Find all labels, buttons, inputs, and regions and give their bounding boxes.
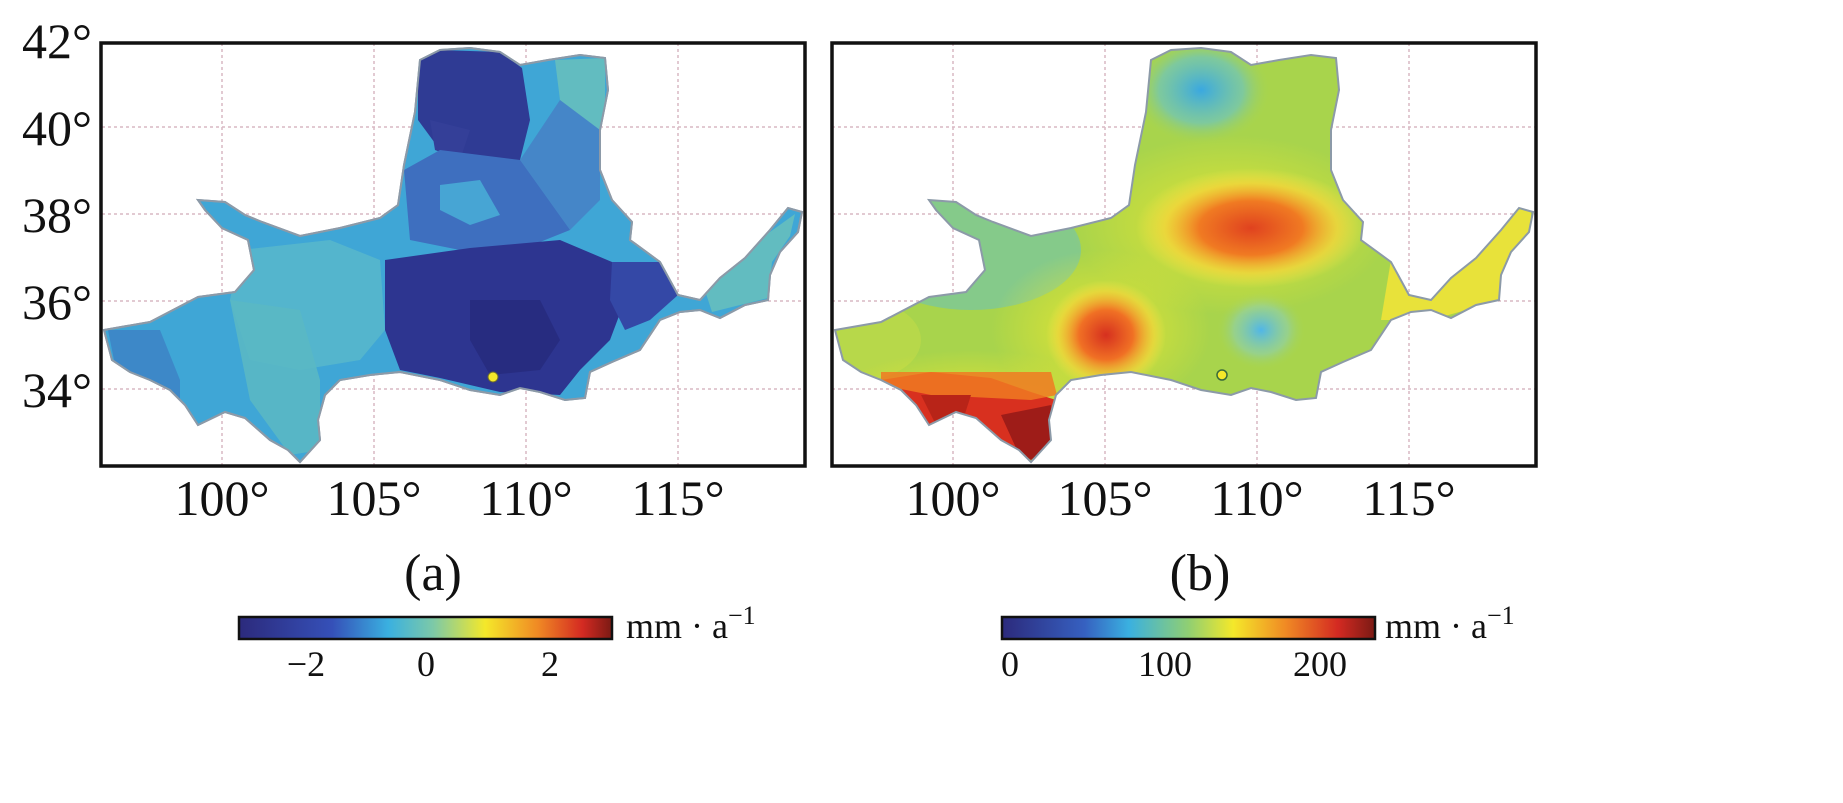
x-tick-105-b: 105° [1058,470,1153,526]
x-axis-labels-a: 100° 105° 110° 115° [175,470,725,526]
y-tick-40: 40° [22,100,92,156]
x-tick-115-a: 115° [631,470,724,526]
y-tick-34: 34° [22,362,92,418]
colorbar-a-unit: mm · a−1 [626,601,756,646]
colorbar-a-gradient [237,615,614,641]
y-axis-labels: 42° 40° 38° 36° 34° [22,13,92,418]
map-panel-a: 42° 40° 38° 36° 34° 100° 105° 110° 115° … [22,13,807,684]
x-tick-100-a: 100° [175,470,270,526]
colorbar-a: −2 0 2 mm · a−1 [237,601,756,684]
colorbar-a-tick-neg2: −2 [287,644,325,684]
x-tick-115-b: 115° [1362,470,1455,526]
x-tick-100-b: 100° [906,470,1001,526]
station-marker-b [1216,369,1228,381]
x-axis-labels-b: 100° 105° 110° 115° [906,470,1456,526]
caption-b: (b) [1170,545,1231,602]
x-tick-110-a: 110° [479,470,572,526]
colorbar-b-tick-200: 200 [1293,644,1347,684]
colorbar-a-tick-2: 2 [541,644,559,684]
x-tick-105-a: 105° [327,470,422,526]
colorbar-b: 0 100 200 mm · a−1 [1000,601,1515,684]
basin-outline-b [833,46,1535,464]
station-marker-a [487,371,499,383]
map-frame-a [99,41,807,468]
y-tick-36: 36° [22,274,92,330]
basin-outline-a [102,46,804,464]
map-frame-b [830,41,1538,468]
colorbar-b-unit: mm · a−1 [1385,601,1515,646]
basin-map-b [833,46,1535,464]
y-tick-38: 38° [22,187,92,243]
colorbar-b-tick-100: 100 [1138,644,1192,684]
colorbar-b-gradient [1000,615,1377,641]
x-tick-110-b: 110° [1210,470,1303,526]
basin-map-a [102,46,804,464]
map-panel-b: 100° 105° 110° 115° (b) 0 100 200 mm · a… [830,41,1538,684]
colorbar-b-tick-0: 0 [1001,644,1019,684]
caption-a: (a) [404,545,462,602]
colorbar-a-tick-0: 0 [417,644,435,684]
y-tick-42: 42° [22,13,92,69]
